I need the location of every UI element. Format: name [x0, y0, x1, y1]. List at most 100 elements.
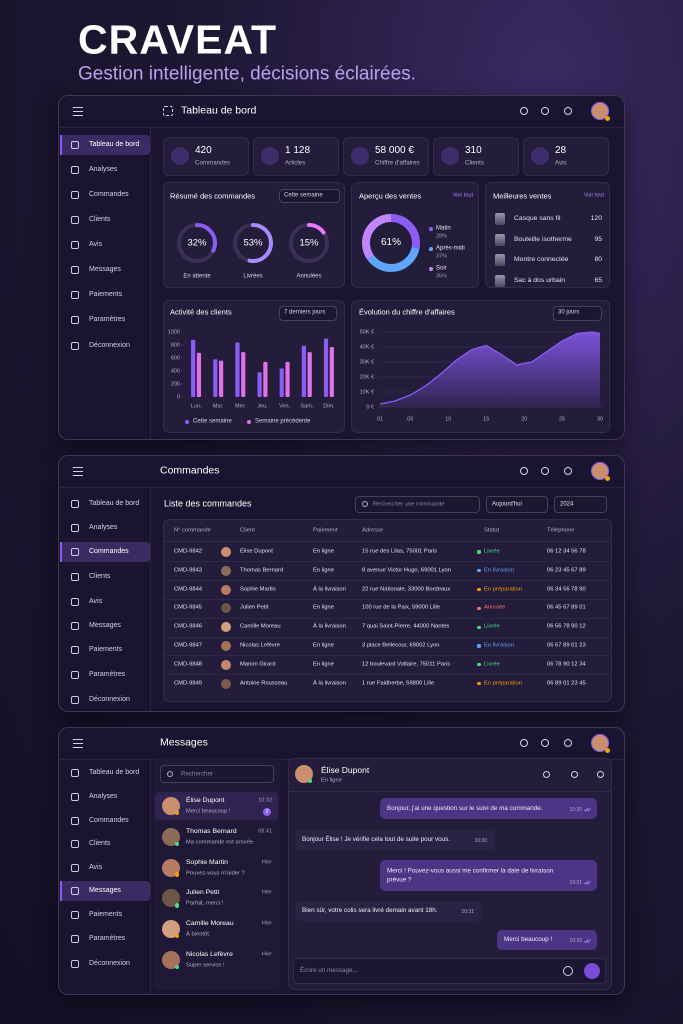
payment: En ligne	[313, 604, 334, 611]
x-tick-label: Sam.	[300, 403, 314, 410]
nav-item[interactable]: Commandes	[89, 547, 129, 555]
see-all-link[interactable]: Voir tout	[583, 192, 604, 199]
column-header: Client	[240, 527, 255, 534]
nav-item[interactable]: Messages	[89, 886, 121, 894]
status-dot	[477, 663, 481, 667]
order-id[interactable]: CMD-9846	[174, 623, 203, 630]
nav-item[interactable]: Messages	[89, 621, 121, 629]
filter-dropdown[interactable]	[486, 496, 548, 513]
client-avatar	[221, 659, 231, 670]
conversation-preview: Pouvez-vous m'aider ?	[186, 870, 245, 877]
menu-icon	[73, 471, 83, 473]
client-avatar	[221, 584, 231, 595]
payment: En ligne	[313, 642, 334, 649]
search-icon	[167, 771, 173, 777]
conversation-preview: Super service !	[186, 962, 225, 969]
address: 7 quai Saint-Pierre, 44000 Nantes	[362, 623, 450, 630]
order-id[interactable]: CMD-9844	[174, 586, 203, 593]
menu-icon[interactable]	[73, 467, 83, 469]
nav-icon	[71, 840, 79, 848]
nav-item[interactable]: Analyses	[89, 523, 118, 531]
brand-title: CRAVEAT	[78, 16, 278, 63]
nav-item[interactable]: Paramètres	[89, 670, 126, 678]
nav-item[interactable]: Déconnexion	[89, 695, 130, 703]
filter-dropdown[interactable]	[279, 306, 337, 321]
filter-dropdown[interactable]	[553, 306, 602, 321]
search-box[interactable]	[160, 765, 274, 783]
nav-item[interactable]: Tableau de bord	[89, 499, 140, 507]
sidebar-divider	[150, 488, 151, 711]
nav-item[interactable]: Avis	[89, 863, 103, 871]
phone: 06 67 89 01 23	[547, 642, 586, 649]
online-dot	[604, 115, 610, 121]
message-input[interactable]	[293, 958, 606, 984]
order-id[interactable]: CMD-9842	[174, 548, 203, 555]
nav-icon	[71, 316, 79, 324]
search-box[interactable]	[355, 496, 480, 513]
row-divider	[164, 561, 611, 563]
client-name: Élise Dupont	[240, 548, 273, 555]
nav-item[interactable]: Tableau de bord	[89, 768, 140, 776]
menu-icon[interactable]	[73, 739, 83, 741]
address: 22 rue Nationale, 33000 Bordeaux	[362, 586, 451, 593]
order-id[interactable]: CMD-9847	[174, 642, 203, 649]
client-avatar	[221, 565, 231, 576]
nav-item[interactable]: Clients	[89, 572, 111, 580]
nav-item[interactable]: Commandes	[89, 816, 129, 824]
product-sales: 120	[590, 214, 602, 222]
nav-item[interactable]: Analyses	[89, 792, 118, 800]
nav-icon	[71, 598, 79, 606]
header-title: Tableau de bord	[181, 104, 257, 117]
nav-item[interactable]: Tableau de bord	[89, 140, 140, 148]
row-divider	[164, 655, 611, 657]
nav-item[interactable]: Déconnexion	[89, 341, 130, 349]
nav-item[interactable]: Paiements	[89, 290, 123, 298]
brand-tagline: Gestion intelligente, décisions éclairée…	[78, 63, 416, 85]
filter-dropdown[interactable]	[279, 189, 340, 203]
legend-label: Semaine précédente	[255, 418, 311, 425]
nav-active	[60, 135, 150, 155]
stat-label: Chiffre d'affaires	[375, 159, 420, 167]
order-id[interactable]: CMD-9849	[174, 680, 203, 687]
nav-item[interactable]: Paramètres	[89, 934, 126, 942]
product-thumb	[495, 274, 505, 287]
nav-item[interactable]: Avis	[89, 240, 103, 248]
order-id[interactable]: CMD-9845	[174, 604, 203, 611]
video-button	[570, 770, 578, 778]
client-name: Manon Girard	[240, 661, 276, 668]
stat-label: Clients	[465, 159, 484, 167]
nav-item[interactable]: Clients	[89, 215, 111, 223]
conversation-time: Hier	[261, 859, 272, 866]
online-dot	[604, 747, 610, 753]
presence-dot	[174, 841, 180, 846]
filter-dropdown[interactable]	[554, 496, 607, 513]
nav-item[interactable]: Avis	[89, 597, 103, 605]
menu-icon[interactable]	[73, 107, 83, 109]
nav-item[interactable]: Paiements	[89, 910, 123, 918]
nav-item[interactable]: Paramètres	[89, 315, 126, 323]
nav-icon	[71, 216, 79, 224]
menu-icon	[73, 111, 83, 113]
unread-badge	[263, 808, 271, 816]
chat-contact-name: Élise Dupont	[321, 764, 370, 775]
order-id[interactable]: CMD-9843	[174, 567, 203, 574]
phone: 06 23 45 67 89	[547, 567, 586, 574]
nav-item[interactable]: Analyses	[89, 165, 118, 173]
more-button	[596, 770, 604, 778]
nav-item[interactable]: Paiements	[89, 645, 123, 653]
payment: En ligne	[313, 661, 334, 668]
contact-name: Thomas Bernard	[186, 827, 237, 835]
order-id[interactable]: CMD-9848	[174, 661, 203, 668]
nav-icon	[71, 911, 79, 919]
nav-item[interactable]: Clients	[89, 839, 111, 847]
see-all-link[interactable]: Voir tout	[452, 192, 473, 199]
contact-name: Sophie Martin	[186, 858, 228, 866]
nav-item[interactable]: Déconnexion	[89, 959, 130, 967]
client-avatar	[221, 547, 231, 557]
address: 3 place Bellecour, 69002 Lyon	[362, 642, 440, 649]
nav-item[interactable]: Commandes	[89, 190, 129, 198]
nav-item[interactable]: Messages	[89, 265, 121, 273]
message-bubble	[295, 901, 482, 921]
nav-active	[60, 881, 150, 901]
